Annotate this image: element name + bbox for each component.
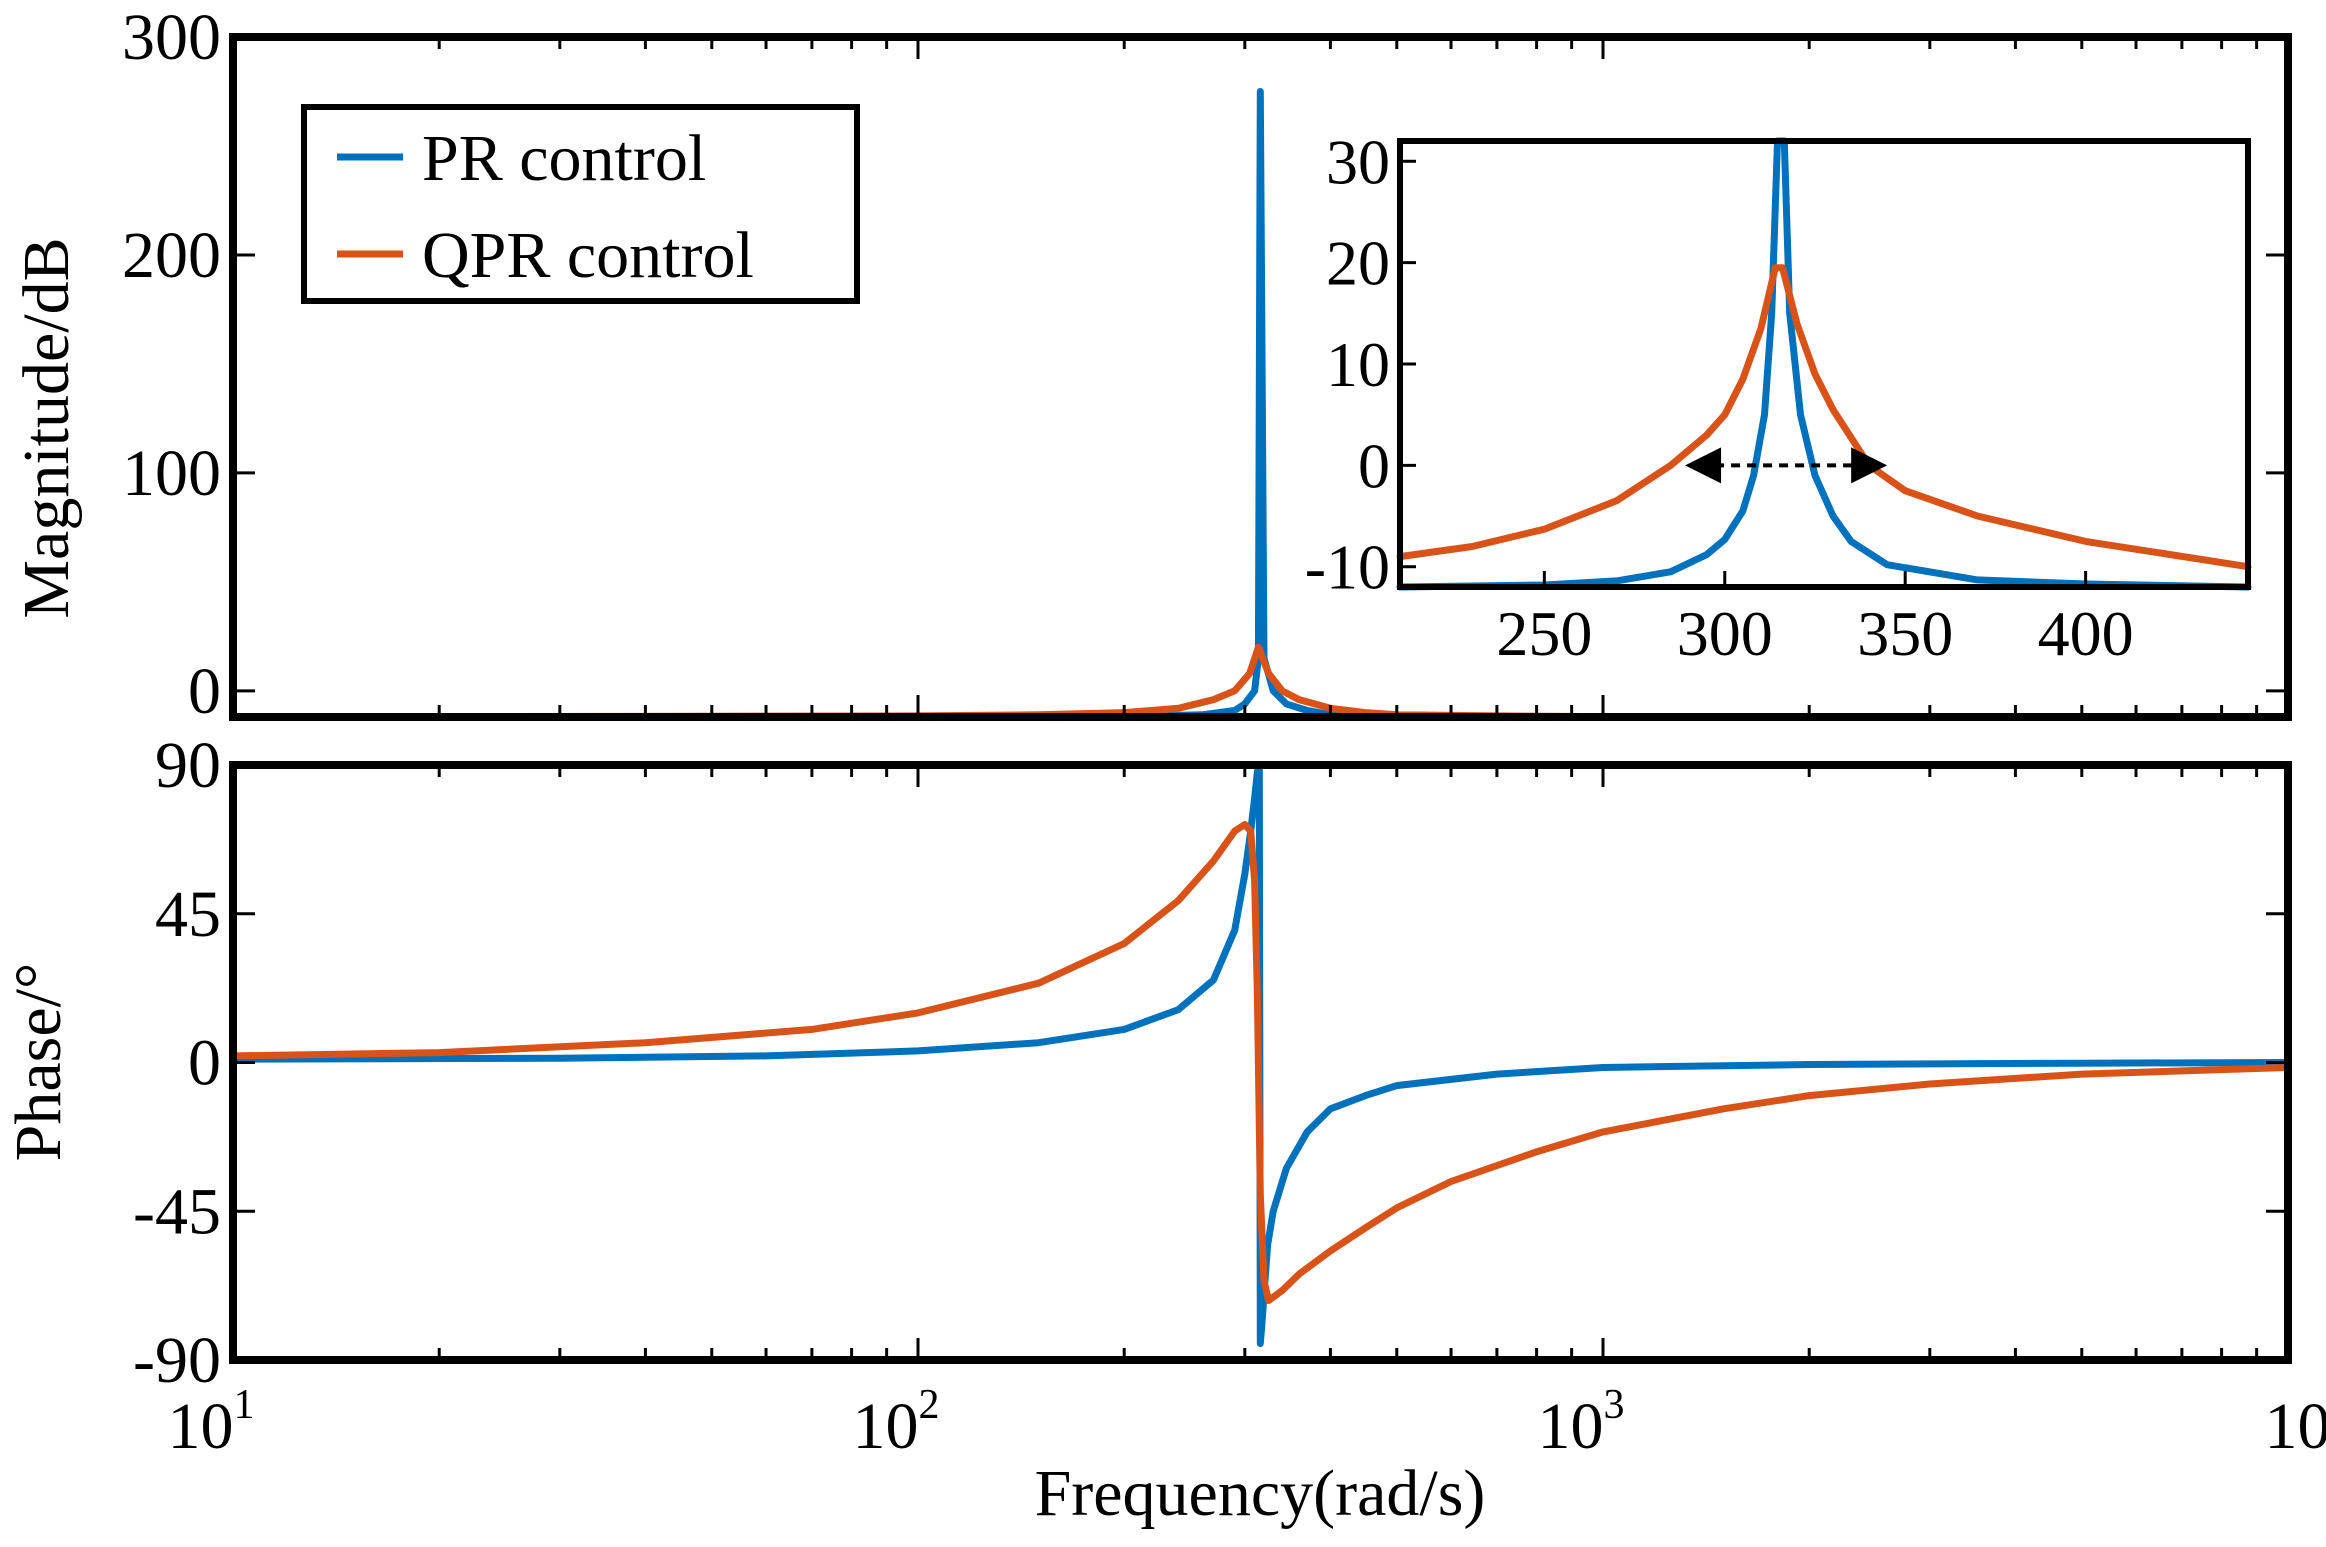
magnitude-ytick-label: 100 [122,437,221,510]
inset-ytick-label: 0 [1358,430,1390,501]
magnitude-ylabel: Magnitude/dB [10,237,83,618]
legend-label-pr: PR control [422,122,706,195]
inset-xtick-label: 300 [1677,598,1773,669]
magnitude-ytick-label: 0 [188,655,221,728]
phase-ytick-label: -45 [133,1175,221,1248]
magnitude-ytick-label: 200 [122,219,221,292]
phase-ytick-label: 90 [155,729,221,802]
legend: PR control QPR control [304,107,857,301]
phase-ytick-label: 45 [155,878,221,951]
inset-xtick-label: 250 [1496,598,1592,669]
phase-panel: -90 -45 0 45 90 101 102 103 104 Phase/° Frequen… [2,729,2326,1530]
inset-ytick-label: 20 [1326,228,1390,299]
phase-xtick-label: 104 [2265,1382,2326,1463]
phase-xtick-label: 101 [168,1382,255,1463]
inset-plot-area [1400,141,2248,587]
inset-ytick-label: 30 [1326,126,1390,197]
phase-ylabel: Phase/° [2,963,75,1162]
phase-ytick-label: -90 [133,1324,221,1397]
legend-label-qpr: QPR control [422,219,754,292]
phase-xtick-label: 103 [1538,1382,1625,1463]
inset-zoom-panel: -10 0 10 20 30 250 300 350 400 [1305,126,2248,669]
inset-xtick-label: 400 [2038,598,2134,669]
inset-ytick-label: 10 [1326,329,1390,400]
phase-ytick-label: 0 [188,1027,221,1100]
inset-ytick-label: -10 [1305,532,1390,603]
magnitude-ytick-label: 300 [122,1,221,74]
inset-xtick-label: 350 [1857,598,1953,669]
frequency-xlabel: Frequency(rad/s) [1035,1457,1486,1530]
phase-xtick-label: 102 [853,1382,940,1463]
